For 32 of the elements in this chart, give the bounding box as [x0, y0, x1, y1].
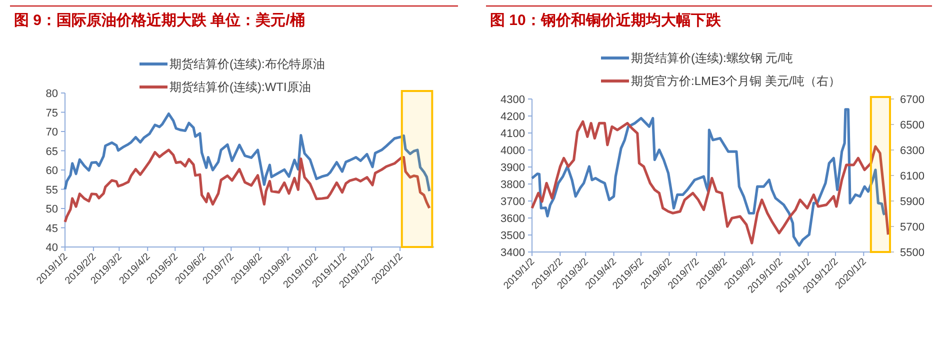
- y-tick-label: 55: [46, 184, 58, 196]
- y2-tick-label: 6500: [900, 120, 924, 132]
- y-tick-label: 3400: [500, 247, 525, 259]
- y-tick-label: 4200: [500, 111, 525, 123]
- y2-tick-label: 6300: [900, 145, 924, 157]
- legend-label: 期货结算价(连续):WTI原油: [170, 80, 311, 94]
- y-tick-label: 45: [46, 222, 58, 235]
- y2-tick-label: 6700: [900, 94, 924, 106]
- y-tick-label: 70: [46, 126, 58, 138]
- y-tick-label: 3900: [500, 162, 525, 174]
- y-tick-label: 75: [46, 107, 58, 120]
- y-tick-label: 65: [46, 146, 58, 158]
- y-tick-label: 4300: [500, 94, 525, 106]
- y-tick-label: 50: [46, 204, 58, 216]
- y-tick-label: 60: [46, 165, 58, 177]
- y2-tick-label: 5700: [900, 222, 924, 234]
- y-tick-label: 4100: [500, 128, 525, 140]
- y-tick-label: 80: [46, 88, 58, 100]
- y-tick-label: 4000: [500, 145, 525, 157]
- y-tick-label: 3600: [500, 213, 525, 225]
- y-tick-label: 3500: [500, 230, 525, 242]
- chart-title: 图 10：钢价和铜价近期均大幅下跌: [490, 12, 722, 29]
- legend-label: 期货结算价(连续):布伦特原油: [170, 57, 325, 71]
- y-tick-label: 3700: [500, 196, 525, 208]
- y-tick-label: 40: [46, 242, 58, 254]
- legend-label: 期货结算价(连续):螺纹钢 元/吨: [631, 51, 793, 65]
- y2-tick-label: 5500: [900, 247, 924, 259]
- y2-tick-label: 5900: [900, 196, 924, 208]
- legend-label: 期货官方价:LME3个月铜 美元/吨（右）: [631, 74, 840, 88]
- y-tick-label: 3800: [500, 179, 525, 191]
- chart-title: 图 9：国际原油价格近期大跌 单位：美元/桶: [14, 11, 305, 29]
- y2-tick-label: 6100: [900, 170, 924, 182]
